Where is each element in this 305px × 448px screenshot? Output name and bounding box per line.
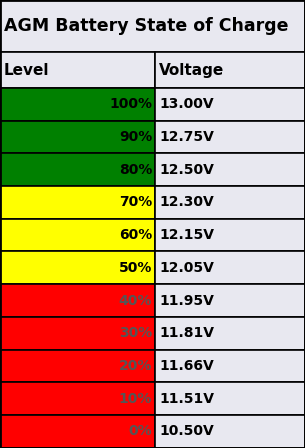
Bar [155, 219, 305, 251]
Bar [0, 415, 155, 448]
Text: 40%: 40% [119, 293, 152, 307]
Bar [155, 186, 305, 219]
Text: 0%: 0% [128, 424, 152, 438]
Bar [0, 52, 155, 88]
Text: 90%: 90% [119, 130, 152, 144]
Bar [0, 349, 155, 382]
Bar [0, 0, 305, 52]
Text: 80%: 80% [119, 163, 152, 177]
Bar [155, 382, 305, 415]
Bar [0, 219, 155, 251]
Bar [155, 284, 305, 317]
Bar [0, 251, 155, 284]
Text: 13.00V: 13.00V [159, 97, 213, 112]
Text: 12.05V: 12.05V [159, 261, 214, 275]
Text: 11.95V: 11.95V [159, 293, 214, 307]
Bar [155, 317, 305, 349]
Bar [155, 88, 305, 121]
Text: 20%: 20% [119, 359, 152, 373]
Bar [155, 251, 305, 284]
Text: 50%: 50% [119, 261, 152, 275]
Text: 60%: 60% [119, 228, 152, 242]
Text: 11.66V: 11.66V [159, 359, 214, 373]
Text: Level: Level [4, 63, 49, 78]
Text: 12.30V: 12.30V [159, 195, 214, 210]
Bar [155, 415, 305, 448]
Bar [0, 88, 155, 121]
Text: 10.50V: 10.50V [159, 424, 214, 438]
Text: 12.15V: 12.15V [159, 228, 214, 242]
Bar [0, 153, 155, 186]
Text: 70%: 70% [119, 195, 152, 210]
Bar [0, 121, 155, 153]
Bar [0, 317, 155, 349]
Bar [155, 121, 305, 153]
Text: AGM Battery State of Charge: AGM Battery State of Charge [4, 17, 289, 35]
Text: 30%: 30% [119, 326, 152, 340]
Text: 11.81V: 11.81V [159, 326, 214, 340]
Bar [0, 186, 155, 219]
Text: 11.51V: 11.51V [159, 392, 214, 405]
Text: 100%: 100% [109, 97, 152, 112]
Text: 12.75V: 12.75V [159, 130, 214, 144]
Bar [155, 349, 305, 382]
Text: Voltage: Voltage [159, 63, 224, 78]
Text: 10%: 10% [119, 392, 152, 405]
Bar [0, 382, 155, 415]
Bar [155, 153, 305, 186]
Text: 12.50V: 12.50V [159, 163, 214, 177]
Bar [0, 284, 155, 317]
Bar [155, 52, 305, 88]
